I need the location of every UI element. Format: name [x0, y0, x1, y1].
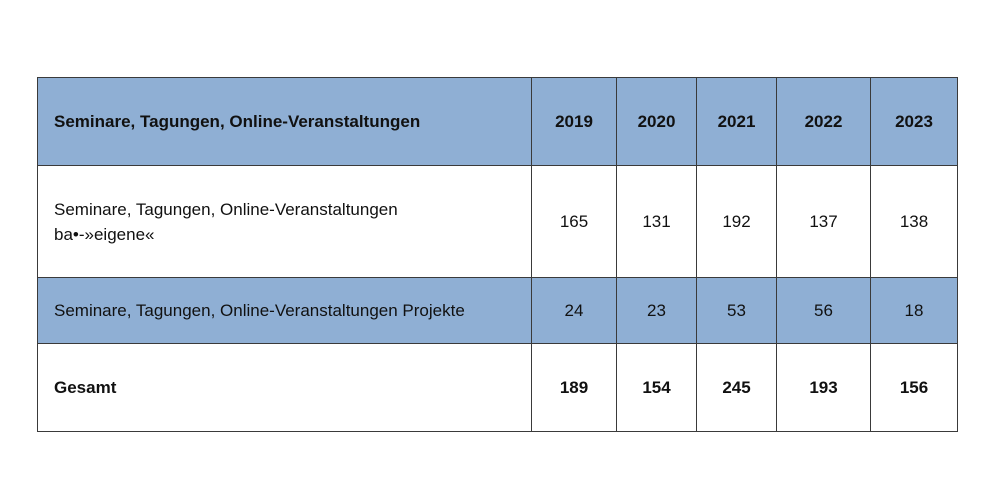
header-year-2023: 2023 — [870, 77, 958, 166]
total-cell: 193 — [776, 343, 871, 432]
header-year-2022: 2022 — [776, 77, 871, 166]
row-label: Seminare, Tagungen, Online-Veranstaltung… — [37, 277, 532, 344]
table-cell: 131 — [616, 165, 697, 278]
total-cell: 189 — [531, 343, 617, 432]
table-cell: 56 — [776, 277, 871, 344]
table-cell: 138 — [870, 165, 958, 278]
row-label-line: ba•-»eigene« — [54, 224, 155, 244]
table-row: Seminare, Tagungen, Online-Veranstaltung… — [37, 277, 958, 344]
table-cell: 23 — [616, 277, 697, 344]
table-cell: 24 — [531, 277, 617, 344]
total-label: Gesamt — [37, 343, 532, 432]
statistics-table: Seminare, Tagungen, Online-Veranstaltung… — [37, 77, 958, 432]
row-label: Seminare, Tagungen, Online-Veranstaltung… — [37, 165, 532, 278]
table-cell: 192 — [696, 165, 777, 278]
table-row: Seminare, Tagungen, Online-Veranstaltung… — [37, 165, 958, 278]
total-row: Gesamt 189 154 245 193 156 — [37, 343, 958, 432]
total-cell: 245 — [696, 343, 777, 432]
header-year-2020: 2020 — [616, 77, 697, 166]
total-cell: 154 — [616, 343, 697, 432]
table-cell: 18 — [870, 277, 958, 344]
total-cell: 156 — [870, 343, 958, 432]
table-cell: 53 — [696, 277, 777, 344]
header-label: Seminare, Tagungen, Online-Veranstaltung… — [37, 77, 532, 166]
table-cell: 165 — [531, 165, 617, 278]
table-cell: 137 — [776, 165, 871, 278]
row-label-line: Seminare, Tagungen, Online-Veranstaltung… — [54, 199, 398, 219]
header-year-2019: 2019 — [531, 77, 617, 166]
table-header-row: Seminare, Tagungen, Online-Veranstaltung… — [37, 77, 958, 166]
header-year-2021: 2021 — [696, 77, 777, 166]
